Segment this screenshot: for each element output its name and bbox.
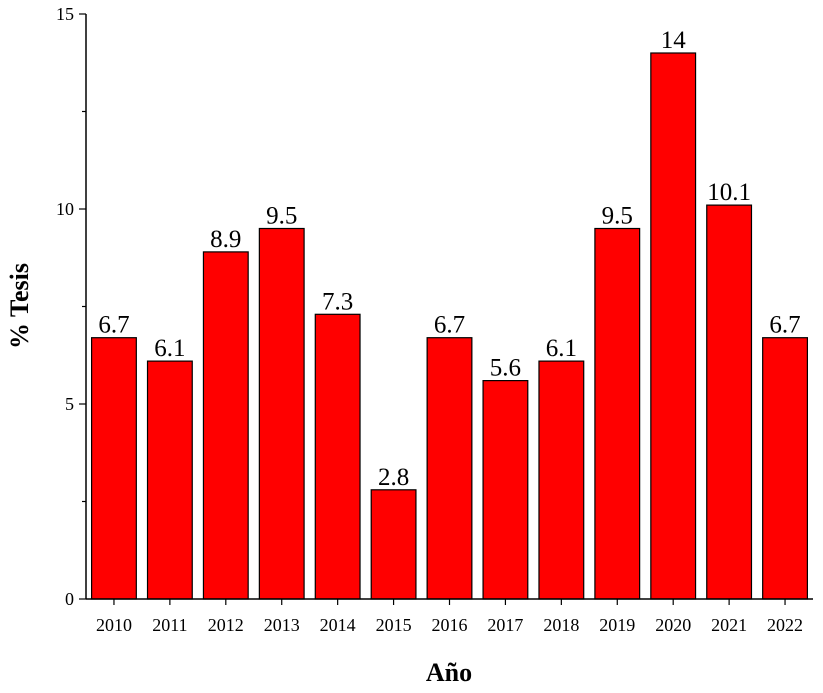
y-tick-label-15: 15	[56, 4, 74, 24]
y-tick-label-10: 10	[56, 199, 74, 219]
x-tick-label-2010: 2010	[96, 615, 132, 635]
x-tick-label-2015: 2015	[376, 615, 412, 635]
y-tick-label-5: 5	[65, 394, 74, 414]
y-axis-title: % Tesis	[5, 263, 34, 349]
value-label-2011: 6.1	[154, 335, 185, 362]
value-label-2018: 6.1	[546, 335, 577, 362]
bar-2010	[90, 337, 137, 600]
value-label-2014: 7.3	[322, 288, 353, 315]
y-tick-label-0: 0	[65, 589, 74, 609]
value-label-2015: 2.8	[378, 464, 409, 491]
value-label-2017: 5.6	[490, 355, 521, 382]
value-label-2020: 14	[661, 27, 687, 54]
bar-2014	[314, 313, 361, 600]
bar-2018	[538, 360, 585, 600]
plot-area: 6.7 6.1 8.9 9.5 7.3 2.8 6.7 5.6 6.1 9.5 14 10.1 6.7 0…	[56, 4, 813, 635]
x-tick-label-2020: 2020	[655, 615, 691, 635]
value-label-2013: 9.5	[266, 203, 297, 230]
bar-2022	[762, 337, 809, 600]
x-tick-label-2021: 2021	[711, 615, 747, 635]
bar-2013	[258, 227, 305, 600]
x-axis-title: Año	[426, 658, 472, 687]
bar-2016	[426, 337, 473, 600]
x-tick-label-2011: 2011	[152, 615, 187, 635]
value-label-2021: 10.1	[707, 179, 751, 206]
value-label-2022: 6.7	[769, 312, 800, 339]
bar-2012	[202, 251, 249, 600]
value-label-2010: 6.7	[98, 312, 129, 339]
value-label-2016: 6.7	[434, 312, 465, 339]
x-tick-label-2019: 2019	[599, 615, 635, 635]
bar-2021	[706, 204, 753, 600]
x-tick-label-2017: 2017	[487, 615, 523, 635]
bar-2020	[650, 52, 697, 600]
bar-2011	[146, 360, 193, 600]
bar-2017	[482, 380, 529, 600]
bar-2019	[594, 227, 641, 600]
x-tick-label-2016: 2016	[432, 615, 468, 635]
x-tick-label-2012: 2012	[208, 615, 244, 635]
x-tick-label-2013: 2013	[264, 615, 300, 635]
x-tick-label-2018: 2018	[543, 615, 579, 635]
x-tick-label-2014: 2014	[320, 615, 356, 635]
value-label-2012: 8.9	[210, 226, 241, 253]
bar-2015	[370, 489, 417, 600]
x-tick-label-2022: 2022	[767, 615, 803, 635]
value-label-2019: 9.5	[602, 203, 633, 230]
